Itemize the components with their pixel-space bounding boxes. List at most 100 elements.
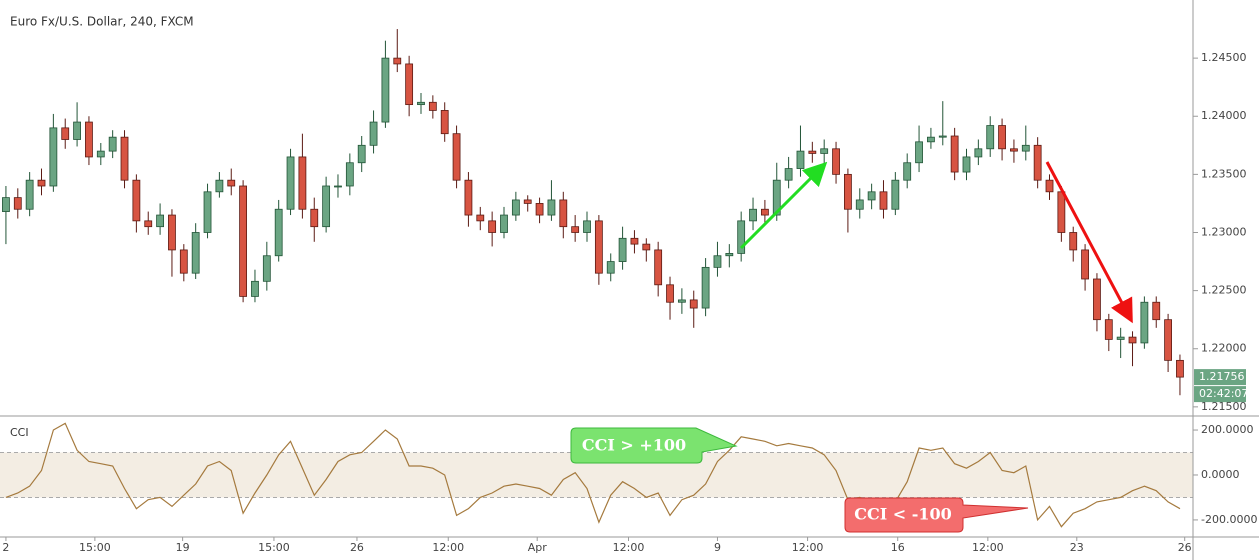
x-tick-label: Apr (528, 541, 548, 554)
candle-body (725, 253, 734, 257)
price-pane: 1.21500 1.22000 1.22500 1.23000 1.23500 1.240… (2, 29, 1248, 413)
candle-body (168, 214, 176, 251)
candle-body (1164, 319, 1172, 361)
candle-body (594, 220, 603, 274)
x-tick-label: 16 (891, 541, 905, 554)
candle-body (49, 127, 58, 187)
candle-body (452, 133, 461, 181)
candle-body (262, 255, 271, 282)
cci-line (5, 422, 1181, 528)
candle-body (381, 57, 390, 123)
candle-body (820, 148, 829, 154)
candle-body (666, 284, 674, 303)
candle-body (37, 179, 46, 187)
y-tick-label: 1.23500 (1201, 167, 1247, 180)
candle-body (998, 125, 1006, 150)
candle-body (1176, 359, 1184, 378)
candle-body (61, 127, 70, 140)
candle-body (369, 121, 378, 146)
trend-arrow-up (739, 161, 828, 250)
candle-body (903, 162, 912, 181)
candle-body (274, 208, 283, 257)
candle-body (1069, 232, 1078, 251)
candle-body (760, 208, 769, 216)
candle-body (73, 121, 81, 140)
x-tick-label: 15:00 (79, 541, 111, 554)
candle-body (511, 199, 520, 216)
candle-body (1081, 249, 1089, 280)
y-tick-label: -200.0000 (1201, 513, 1257, 526)
x-tick-label: 9 (714, 541, 721, 554)
candle-body (417, 101, 425, 106)
candle-body (749, 208, 757, 222)
x-tick-label: 12:00 (792, 541, 824, 554)
candle-body (85, 121, 93, 158)
countdown: 02:42:07 (1199, 387, 1248, 400)
candle-body (677, 299, 686, 303)
candle-body (1128, 336, 1137, 344)
callout-box (570, 427, 738, 464)
candle-body (867, 191, 876, 201)
candle-body (986, 125, 995, 150)
candle-body (488, 220, 497, 233)
candle-body (630, 237, 639, 245)
candle-body (618, 237, 627, 262)
candle-body (13, 197, 22, 210)
candle-body (108, 136, 117, 152)
trend-arrow-down (1045, 161, 1133, 324)
candle-body (25, 179, 34, 210)
candle-body (950, 135, 959, 173)
candle-body (286, 156, 295, 210)
candle-body (96, 150, 105, 158)
candle-body (891, 179, 900, 210)
candle-body (737, 220, 746, 254)
candle-body (310, 208, 319, 228)
candle-body (1045, 179, 1054, 193)
indicator-title: CCI (10, 426, 29, 439)
last-price-tag (1194, 369, 1246, 386)
candle-body (144, 220, 153, 228)
candle-body (784, 168, 793, 181)
chart-title: Euro Fx/U.S. Dollar, 240, FXCM (10, 15, 194, 29)
candle-body (1021, 144, 1030, 152)
candle-body (927, 136, 935, 143)
candle-body (500, 214, 508, 233)
candle-body (2, 197, 10, 212)
y-tick-label: 1.22000 (1201, 342, 1247, 355)
candle-body (156, 214, 164, 228)
candle-body (227, 179, 236, 187)
x-tick-label: 2 (2, 541, 9, 554)
candle-body (440, 110, 449, 135)
candle-body (132, 179, 141, 222)
candle-body (938, 135, 947, 138)
candle-body (689, 299, 698, 309)
candle-body (203, 191, 212, 233)
x-tick-label: 26 (1178, 541, 1192, 554)
candle-body (428, 101, 437, 111)
candle-body (547, 199, 556, 216)
candle-body (393, 57, 402, 65)
x-tick-label: 23 (1070, 541, 1084, 554)
candle-body (191, 232, 200, 274)
candle-body (559, 199, 568, 228)
candle-body (1010, 148, 1018, 152)
y-tick-label: 1.24000 (1201, 109, 1247, 122)
callout-text: CCI > +100 (582, 436, 686, 455)
countdown-box (1194, 386, 1246, 403)
candle-body (571, 226, 580, 233)
candle-body (1104, 319, 1113, 340)
candle-body (298, 156, 307, 210)
y-tick-label: 200.0000 (1201, 423, 1254, 436)
candle-body (334, 185, 342, 188)
y-tick-label: 1.24500 (1201, 51, 1247, 64)
candle-body (974, 148, 983, 158)
candle-body (808, 150, 817, 154)
candle-body (239, 185, 248, 297)
candle-body (832, 148, 840, 175)
candle-body (1140, 301, 1149, 344)
candle-body (654, 249, 663, 286)
y-tick-label: 1.23000 (1201, 225, 1247, 238)
x-tick-label: 15:00 (258, 541, 290, 554)
candle-body (357, 144, 366, 164)
